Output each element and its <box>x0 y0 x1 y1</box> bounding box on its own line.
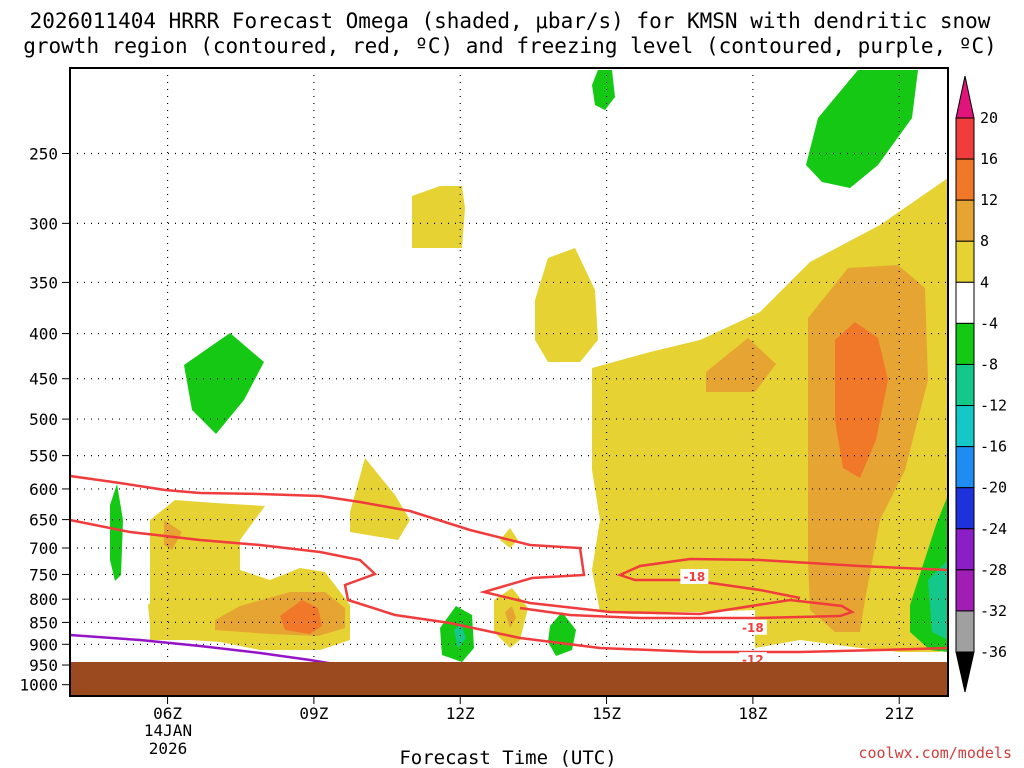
omega-shading <box>110 70 948 662</box>
y-tick-label: 300 <box>29 214 58 233</box>
y-tick-label: 600 <box>29 480 58 499</box>
y-tick-label: 250 <box>29 144 58 163</box>
y-tick-label: 1000 <box>19 676 58 695</box>
colorbar-label: -36 <box>980 643 1007 661</box>
omega-12-region-right <box>835 322 888 478</box>
colorbar-band <box>955 240 975 283</box>
chart-title-line2: growth region (contoured, red, ºC) and f… <box>23 34 997 58</box>
contour-labels: -18-18-12 <box>680 568 767 668</box>
colorbar-band <box>955 117 975 160</box>
omega-8-region-small <box>164 520 182 550</box>
omega-4-region-300 <box>412 186 465 248</box>
omega-4-region-upper <box>535 248 598 362</box>
contour-label-bg <box>738 619 767 635</box>
y-tick-label: 650 <box>29 511 58 530</box>
x-tick-label: 12Z <box>446 704 475 723</box>
colorbar-band <box>955 199 975 242</box>
colorbar-label: -20 <box>980 479 1007 497</box>
contour-label: -18 <box>742 621 764 635</box>
colorbar-band <box>955 528 975 571</box>
colorbar-label: 16 <box>980 150 998 168</box>
freezing-level-contour <box>69 633 341 667</box>
omega-8-region-midright <box>706 338 776 392</box>
colorbar-label: -8 <box>980 355 998 373</box>
x-tick-label: 06Z <box>153 704 182 723</box>
y-tick-label: 800 <box>29 590 58 609</box>
x-axis: 06Z 09Z 12Z 15Z 18Z 21Z <box>153 696 914 723</box>
omega-neg8-region-lowright <box>928 560 948 640</box>
dgz-contours <box>69 474 949 654</box>
x-date-label-year: 2026 <box>149 739 188 758</box>
colorbar-label: -28 <box>980 561 1007 579</box>
x-tick-label: 09Z <box>299 704 328 723</box>
omega-neg4-region-topright <box>806 70 918 188</box>
y-tick-label: 900 <box>29 635 58 654</box>
dgz-contour-mid <box>69 518 949 654</box>
omega-neg4-region-left <box>184 333 264 434</box>
omega-12-region-left <box>280 600 322 634</box>
colorbar-label: -16 <box>980 438 1007 456</box>
x-tick-label: 18Z <box>738 704 767 723</box>
colorbar-band <box>955 487 975 530</box>
colorbar-label: -32 <box>980 602 1007 620</box>
colorbar: 20 16 12 8 4 -4 -8 -12 -16 -20 -24 -28 -32 -36 <box>955 75 1007 693</box>
plot-area: -18-18-12 <box>69 67 949 697</box>
omega-8-region-tiny <box>505 606 516 628</box>
y-tick-label: 450 <box>29 370 58 389</box>
watermark: coolwx.com/models <box>858 744 1012 762</box>
contour-label: -18 <box>684 570 706 584</box>
colorbar-label: 8 <box>980 232 989 250</box>
ground-fill <box>70 662 948 696</box>
colorbar-band <box>955 281 975 324</box>
dgz-contour-inner <box>616 557 949 600</box>
y-tick-label: 750 <box>29 565 58 584</box>
x-tick-label: 21Z <box>885 704 914 723</box>
colorbar-label: 12 <box>980 191 998 209</box>
omega-4-region-small-2 <box>500 528 518 548</box>
y-tick-label: 400 <box>29 325 58 344</box>
y-tick-label: 500 <box>29 410 58 429</box>
contour-label-bg <box>680 568 709 584</box>
x-tick-label: 15Z <box>592 704 621 723</box>
colorbar-band <box>955 610 975 653</box>
y-tick-label: 700 <box>29 539 58 558</box>
colorbar-label: -4 <box>980 314 998 332</box>
plot-frame <box>69 67 949 697</box>
y-axis: 250 300 350 400 450 500 550 600 650 700 750 800 850 9… <box>19 144 70 695</box>
colorbar-band <box>955 446 975 489</box>
colorbar-band <box>955 405 975 448</box>
colorbar-label: 4 <box>980 273 989 291</box>
colorbar-bottom-arrow <box>955 651 975 693</box>
colorbar-band <box>955 363 975 407</box>
colorbar-label: -12 <box>980 397 1007 415</box>
y-tick-label: 850 <box>29 613 58 632</box>
colorbar-band <box>955 322 975 365</box>
dgz-contour-upper <box>69 474 855 620</box>
omega-neg4-region-top <box>592 70 615 110</box>
chart-title-line1: 2026011404 HRRR Forecast Omega (shaded, … <box>30 9 991 33</box>
colorbar-band <box>955 569 975 612</box>
colorbar-label: 20 <box>980 109 998 127</box>
colorbar-band <box>955 158 975 201</box>
colorbar-top-arrow <box>955 75 975 119</box>
y-tick-label: 350 <box>29 273 58 292</box>
y-tick-label: 950 <box>29 656 58 675</box>
omega-neg4-region-thin <box>110 484 123 581</box>
y-tick-label: 550 <box>29 447 58 466</box>
x-date-label-day: 14JAN <box>144 721 192 740</box>
x-axis-title: Forecast Time (UTC) <box>399 747 616 768</box>
colorbar-label: -24 <box>980 520 1007 538</box>
